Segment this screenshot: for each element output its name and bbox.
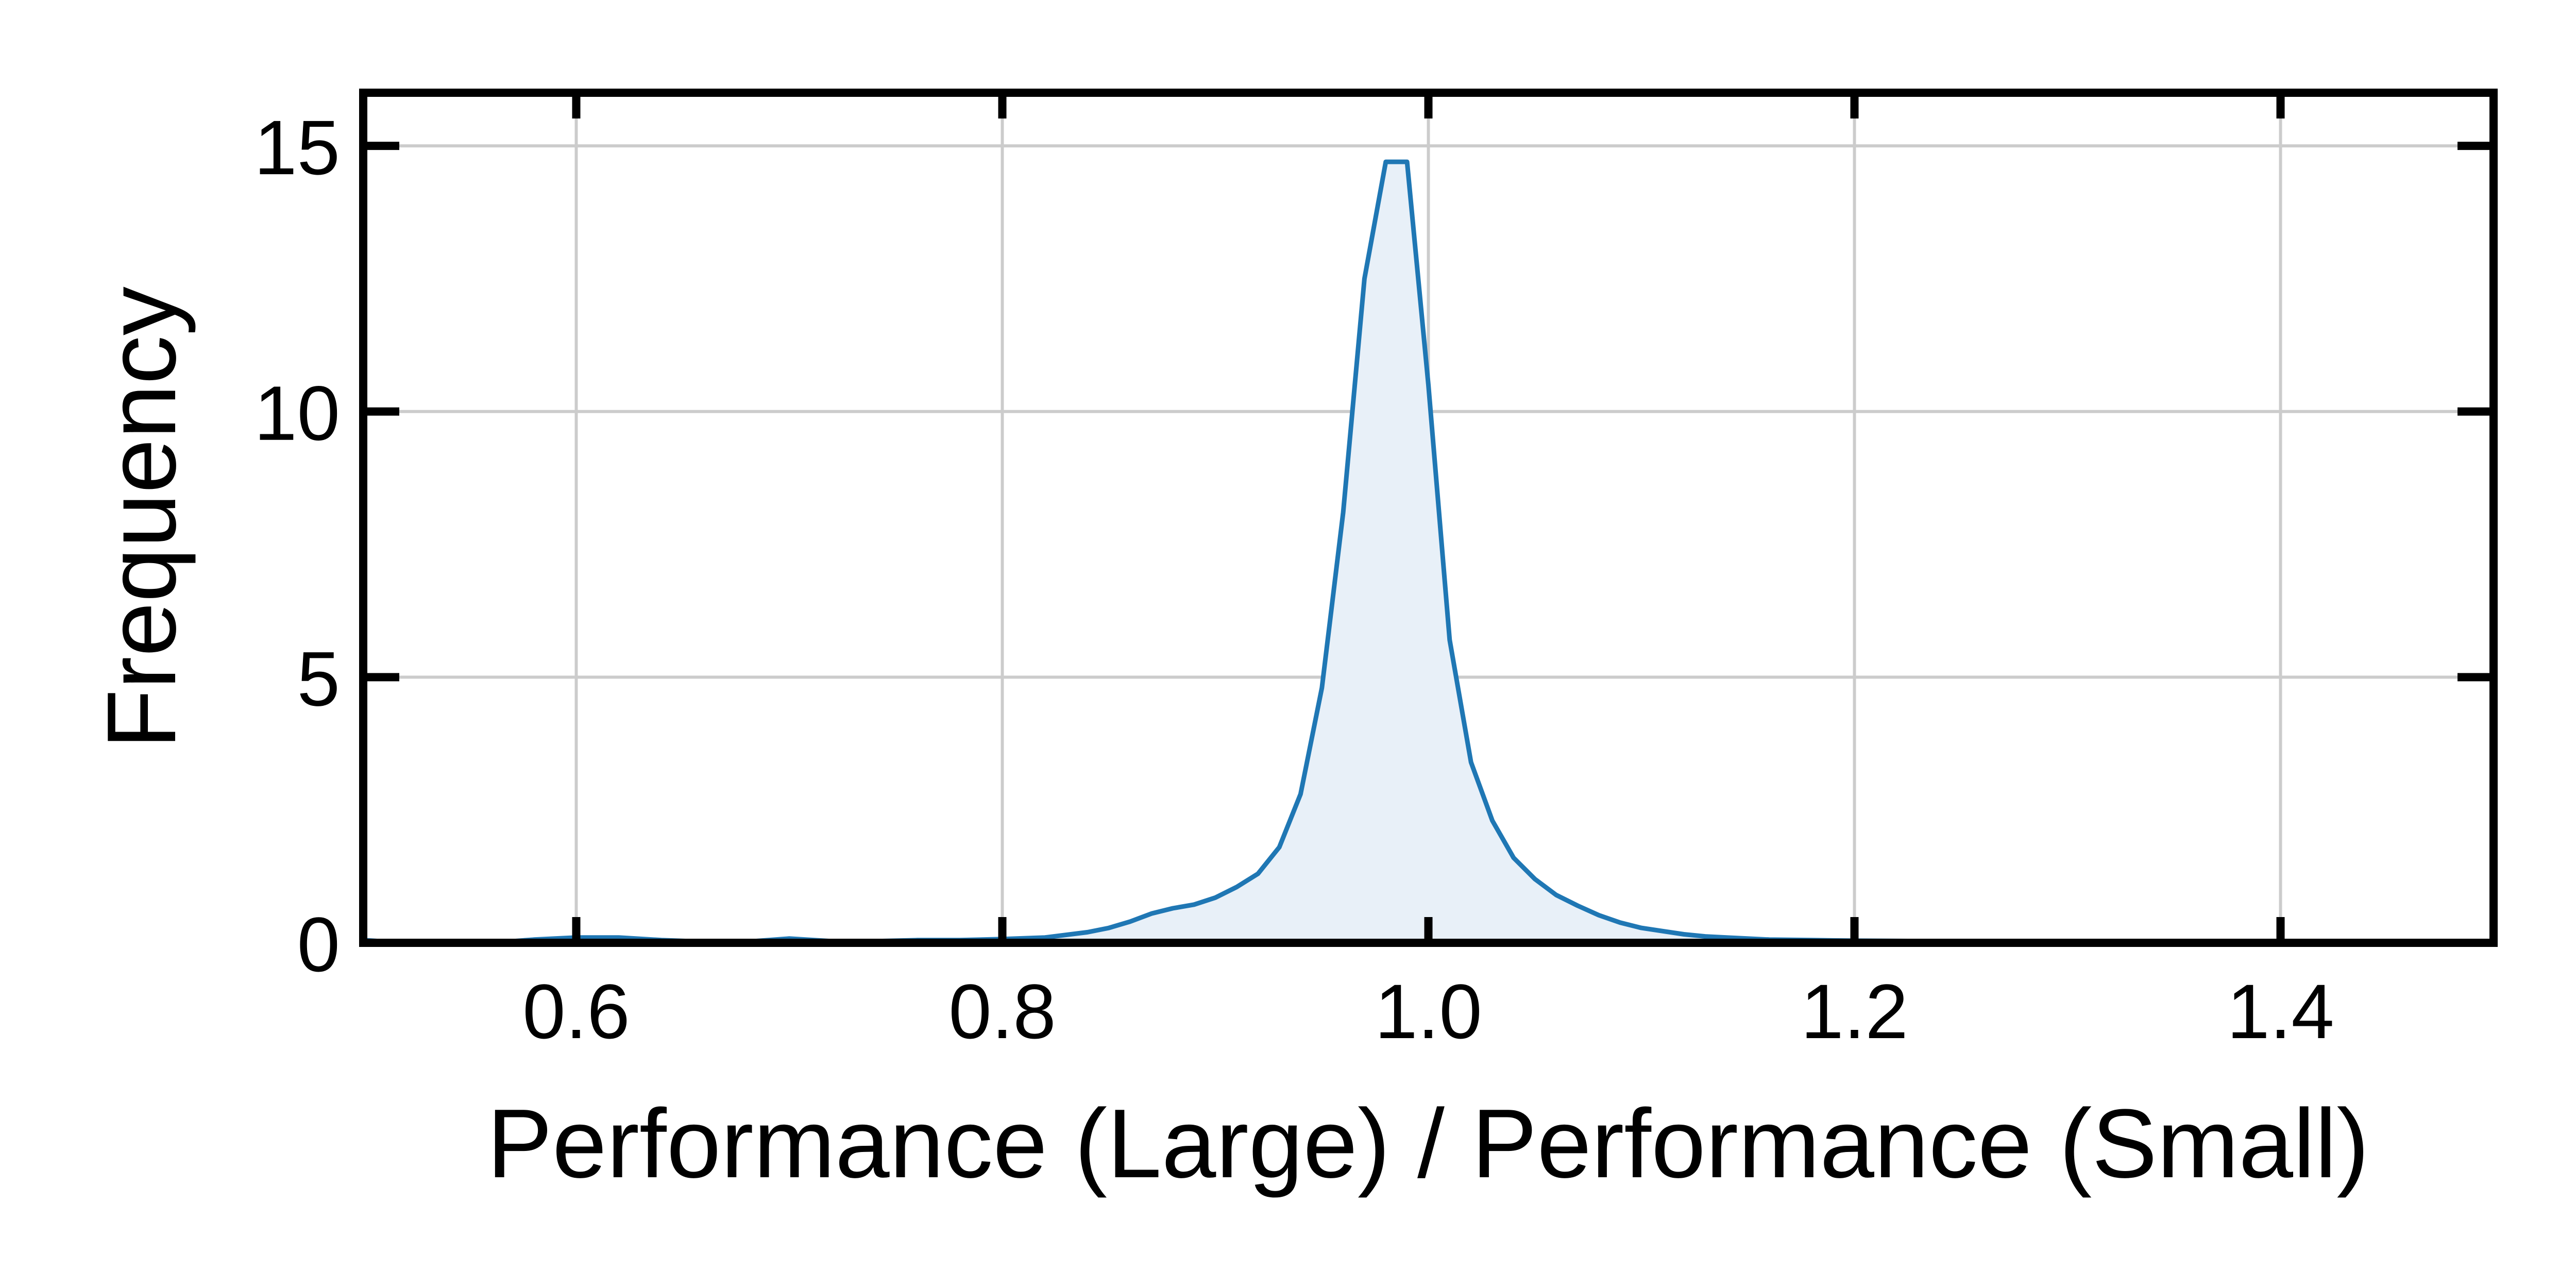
y-tick-label: 10 [254, 370, 340, 456]
x-tick-label: 1.2 [1801, 968, 1908, 1055]
x-tick-label: 0.6 [522, 968, 630, 1055]
y-tick-label: 15 [254, 104, 340, 191]
y-tick-label: 5 [297, 635, 340, 722]
y-tick-label: 0 [297, 901, 340, 988]
x-tick-label: 1.4 [2227, 968, 2334, 1055]
x-tick-label: 1.0 [1375, 968, 1482, 1055]
x-tick-label: 0.8 [948, 968, 1056, 1055]
axes: 0.6 0.8 1.0 1.2 1.4 0 5 10 15 [254, 93, 2494, 1055]
plot-frame [359, 89, 2498, 947]
x-axis-label: Performance (Large) / Performance (Small… [487, 1089, 2369, 1198]
y-axis-label: Frequency [87, 286, 196, 749]
series-area-fill [363, 162, 2494, 943]
